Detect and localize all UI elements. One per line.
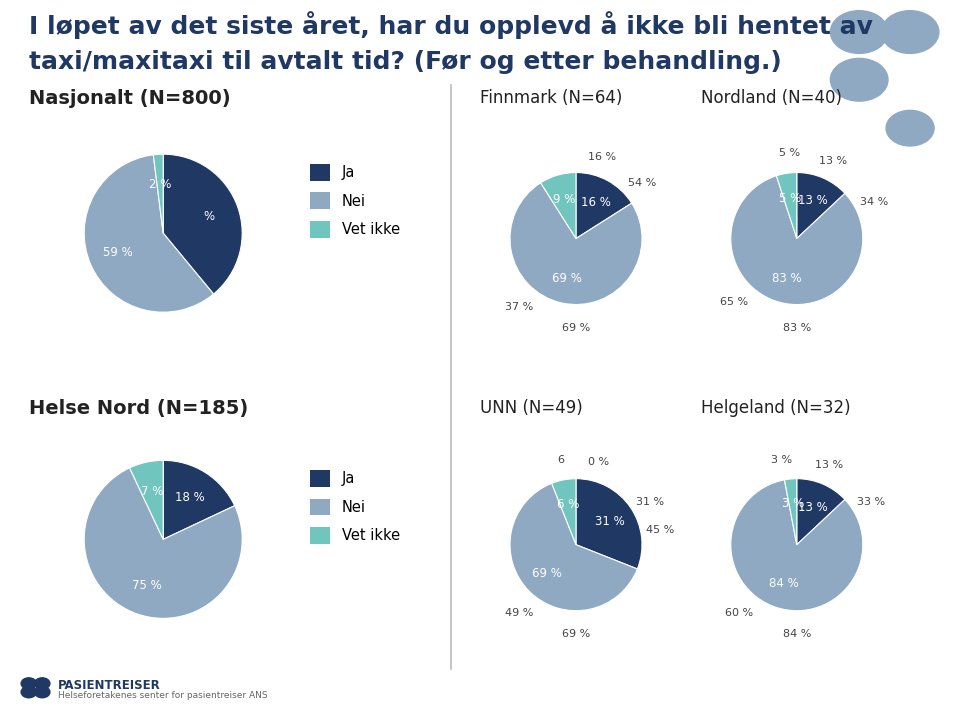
Text: 69 %: 69 % xyxy=(562,629,590,639)
Text: 5 %: 5 % xyxy=(780,192,802,204)
Text: 13 %: 13 % xyxy=(815,460,843,470)
Legend: Ja, Nei, Vet ikke: Ja, Nei, Vet ikke xyxy=(310,470,400,544)
Text: 6: 6 xyxy=(558,455,564,465)
Text: %: % xyxy=(204,210,215,223)
Text: 13 %: 13 % xyxy=(798,194,828,207)
Text: 75 %: 75 % xyxy=(132,579,161,592)
Text: 31 %: 31 % xyxy=(636,497,664,507)
Text: 37 %: 37 % xyxy=(505,302,533,312)
Wedge shape xyxy=(84,468,242,618)
Text: 65 %: 65 % xyxy=(720,296,748,307)
Wedge shape xyxy=(731,176,863,305)
Text: 69 %: 69 % xyxy=(532,567,562,580)
Text: 0 %: 0 % xyxy=(588,457,609,467)
Text: 84 %: 84 % xyxy=(782,629,811,639)
Text: 84 %: 84 % xyxy=(769,577,799,590)
Text: I løpet av det siste året, har du opplevd å ikke bli hentet av: I løpet av det siste året, har du opplev… xyxy=(29,11,873,38)
Text: Helseforetakenes senter for pasientreiser ANS: Helseforetakenes senter for pasientreise… xyxy=(58,691,267,700)
Wedge shape xyxy=(777,172,797,239)
Wedge shape xyxy=(552,478,576,545)
Text: 16 %: 16 % xyxy=(588,152,616,162)
Text: 16 %: 16 % xyxy=(581,197,611,209)
Text: 69 %: 69 % xyxy=(562,323,590,333)
Wedge shape xyxy=(84,155,213,312)
Text: 3 %: 3 % xyxy=(771,455,792,465)
Text: 31 %: 31 % xyxy=(595,515,625,528)
Text: taxi/maxitaxi til avtalt tid? (Før og etter behandling.): taxi/maxitaxi til avtalt tid? (Før og et… xyxy=(29,50,781,74)
Text: 13 %: 13 % xyxy=(798,501,828,513)
Text: Finnmark (N=64): Finnmark (N=64) xyxy=(480,89,622,107)
Text: PASIENTREISER: PASIENTREISER xyxy=(58,679,160,691)
Text: 59 %: 59 % xyxy=(104,246,133,259)
Text: 13 %: 13 % xyxy=(819,156,847,166)
Text: 83 %: 83 % xyxy=(772,272,802,285)
Text: Nasjonalt (N=800): Nasjonalt (N=800) xyxy=(29,89,230,108)
Text: Nordland (N=40): Nordland (N=40) xyxy=(701,89,842,107)
Text: 6 %: 6 % xyxy=(557,498,580,511)
Text: 83 %: 83 % xyxy=(782,323,811,333)
Wedge shape xyxy=(731,480,863,611)
Text: 69 %: 69 % xyxy=(552,272,582,285)
Text: Helgeland (N=32): Helgeland (N=32) xyxy=(701,399,851,417)
Wedge shape xyxy=(130,461,163,540)
Text: 45 %: 45 % xyxy=(646,525,675,535)
Wedge shape xyxy=(784,478,797,545)
Wedge shape xyxy=(576,478,642,569)
Text: 2 %: 2 % xyxy=(149,178,171,191)
Wedge shape xyxy=(576,172,632,239)
Wedge shape xyxy=(163,155,242,294)
Wedge shape xyxy=(154,155,163,234)
Wedge shape xyxy=(163,461,234,540)
Wedge shape xyxy=(540,172,576,239)
Text: Helse Nord (N=185): Helse Nord (N=185) xyxy=(29,399,248,418)
Text: UNN (N=49): UNN (N=49) xyxy=(480,399,583,417)
Text: 34 %: 34 % xyxy=(860,197,889,207)
Text: 60 %: 60 % xyxy=(726,608,754,618)
Wedge shape xyxy=(510,483,637,611)
Text: 3 %: 3 % xyxy=(781,498,804,511)
Text: 49 %: 49 % xyxy=(505,608,533,618)
Legend: Ja, Nei, Vet ikke: Ja, Nei, Vet ikke xyxy=(310,164,400,238)
Text: 33 %: 33 % xyxy=(857,497,885,507)
Text: 5 %: 5 % xyxy=(779,148,800,158)
Wedge shape xyxy=(510,183,642,305)
Text: 54 %: 54 % xyxy=(628,179,656,189)
Text: 7 %: 7 % xyxy=(141,485,164,498)
Wedge shape xyxy=(797,172,845,239)
Wedge shape xyxy=(797,478,845,545)
Text: 9 %: 9 % xyxy=(553,193,576,206)
Text: 18 %: 18 % xyxy=(175,491,204,505)
